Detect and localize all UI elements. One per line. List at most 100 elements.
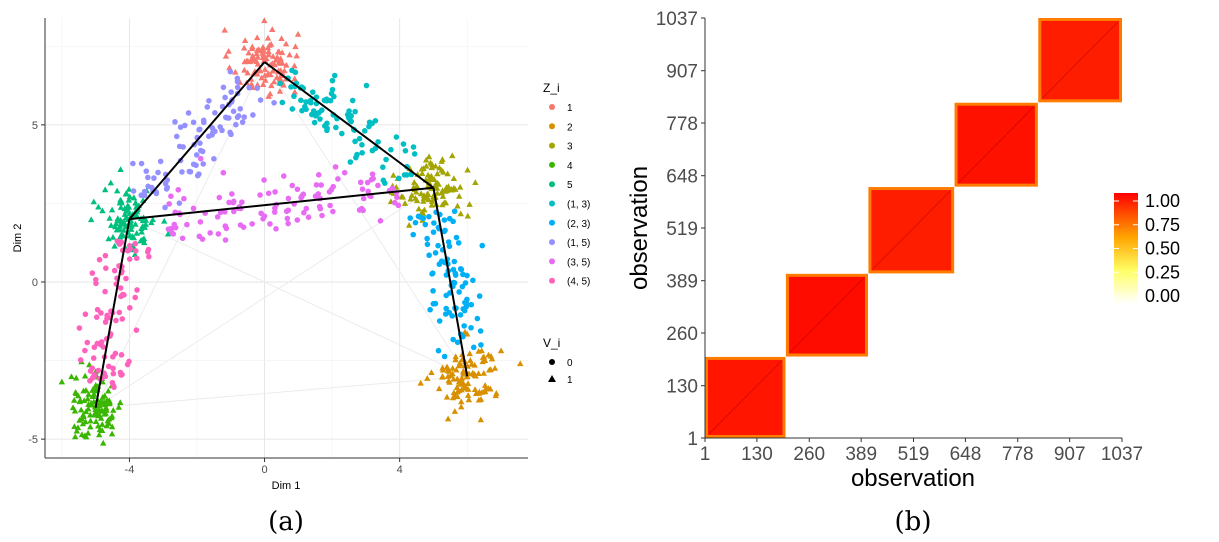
data-point-circle [179, 169, 185, 175]
data-point-triangle [428, 198, 436, 204]
data-point-triangle [108, 423, 116, 430]
heatmap-x-tick-label: 907 [1054, 444, 1086, 465]
data-point-circle [231, 208, 237, 215]
data-point-circle [133, 327, 140, 333]
data-point-circle [441, 228, 447, 235]
data-point-circle [222, 209, 228, 215]
data-point-triangle [82, 418, 89, 425]
data-point-triangle [422, 156, 430, 163]
data-point-circle [133, 248, 139, 254]
data-point-triangle [84, 395, 91, 402]
data-point-triangle [477, 416, 485, 423]
data-point-circle [443, 305, 449, 312]
data-point-triangle [413, 197, 421, 204]
heatmap-y-tick-label: 907 [666, 62, 698, 83]
data-point-circle [478, 342, 484, 348]
data-point-circle [229, 191, 235, 197]
heatmap-y-tick-label: 130 [666, 377, 698, 398]
data-point-circle [292, 69, 299, 76]
data-point-triangle [140, 217, 147, 224]
data-point-circle [411, 151, 418, 157]
data-point-triangle [439, 366, 447, 373]
data-point-circle [265, 190, 272, 197]
data-point-triangle [115, 403, 122, 410]
data-point-triangle [111, 242, 118, 249]
data-point-circle [172, 119, 178, 125]
path-edge [432, 187, 469, 377]
data-point-circle [234, 75, 241, 82]
data-point-triangle [273, 74, 281, 80]
data-point-triangle [286, 51, 293, 58]
data-point-circle [110, 365, 116, 372]
data-point-triangle [269, 26, 276, 32]
data-point-circle [124, 247, 131, 254]
data-point-circle [162, 204, 168, 211]
data-point-circle [257, 97, 264, 103]
data-point-triangle [270, 78, 278, 85]
data-point-triangle [250, 69, 258, 76]
data-point-circle [302, 103, 308, 110]
data-point-triangle [465, 396, 473, 403]
y-tick-label: -5 [28, 434, 38, 446]
data-point-triangle [97, 398, 104, 404]
data-point-triangle [255, 46, 262, 53]
data-point-circle [402, 147, 409, 154]
data-point-circle [102, 288, 108, 295]
data-point-triangle [68, 373, 75, 380]
data-point-triangle [105, 387, 112, 394]
data-point-circle [450, 266, 457, 273]
data-point-triangle [432, 162, 439, 169]
data-point-circle [451, 208, 458, 215]
data-point-circle [89, 270, 96, 276]
data-point-circle [132, 240, 139, 247]
data-point-circle [299, 107, 305, 114]
data-point-circle [394, 194, 400, 201]
data-point-circle [116, 241, 123, 247]
data-point-triangle [87, 423, 94, 430]
data-point-circle [468, 324, 474, 331]
data-point-triangle [428, 369, 435, 375]
data-point-triangle [117, 204, 125, 210]
data-point-triangle [88, 401, 95, 408]
data-point-circle [215, 231, 222, 237]
data-point-circle [230, 108, 237, 115]
data-point-circle [216, 194, 223, 201]
scatter-path-lines [94, 61, 469, 408]
path-edge [263, 61, 435, 189]
data-point-circle [176, 143, 183, 150]
data-point-triangle [118, 197, 125, 204]
data-point-triangle [58, 378, 66, 385]
data-point-triangle [491, 364, 499, 371]
data-point-triangle [434, 170, 441, 177]
data-point-circle [294, 186, 301, 193]
data-point-triangle [85, 391, 92, 397]
data-point-circle [117, 285, 124, 291]
data-point-circle [285, 195, 292, 202]
data-point-circle [100, 344, 107, 350]
data-point-triangle [113, 226, 121, 233]
data-point-circle [284, 215, 291, 222]
data-point-triangle [469, 369, 476, 376]
data-point-triangle [428, 164, 436, 171]
data-point-circle [321, 123, 328, 129]
data-point-circle [450, 336, 456, 343]
data-point-circle [239, 119, 246, 125]
data-point-circle [130, 188, 137, 194]
data-point-circle [237, 105, 244, 112]
data-point-triangle [269, 53, 277, 59]
data-point-circle [249, 221, 255, 227]
data-point-triangle [81, 432, 89, 439]
data-point-triangle [106, 214, 113, 221]
data-point-circle [257, 192, 263, 198]
data-point-triangle [452, 353, 459, 360]
data-point-triangle [81, 372, 89, 379]
data-point-triangle [282, 40, 290, 47]
data-point-triangle [130, 234, 138, 241]
data-point-triangle [107, 222, 115, 228]
data-point-triangle [221, 26, 228, 33]
data-point-circle [105, 363, 112, 370]
data-point-circle [93, 280, 99, 287]
data-point-triangle [418, 170, 426, 177]
data-point-triangle [475, 396, 483, 403]
data-point-triangle [455, 387, 463, 394]
